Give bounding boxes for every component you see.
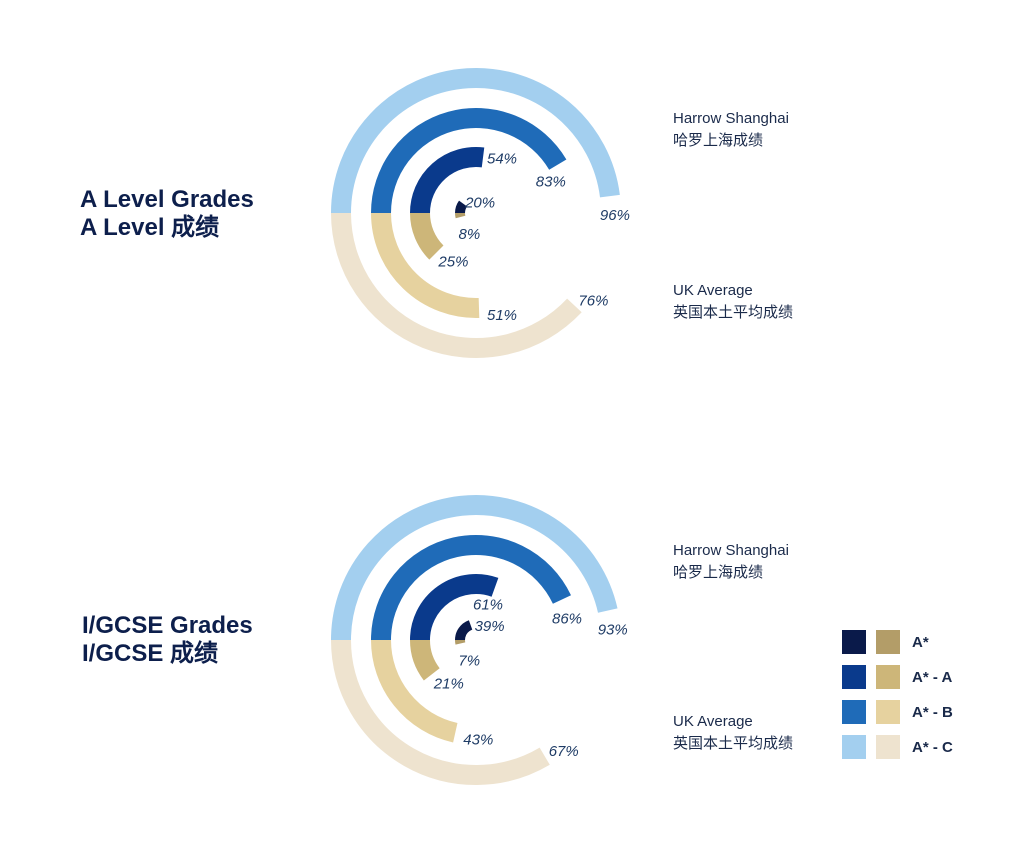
harrow-arc-1 (410, 147, 485, 214)
harrow-value-label: 20% (464, 195, 495, 212)
harrow-value-label: 83% (536, 174, 566, 191)
series-name: UK Average (673, 713, 753, 730)
series-name: Harrow Shanghai (673, 110, 789, 127)
legend-label: A* - A (912, 668, 953, 686)
legend-swatch-harrow (842, 665, 866, 689)
harrow-arc-3 (331, 494, 618, 641)
legend-label: A* - B (912, 703, 953, 721)
series-name: Harrow Shanghai (673, 542, 789, 559)
chart-title-line: A Level Grades (80, 186, 254, 213)
series-label-harrow-alevel: Harrow Shanghai 哈罗上海成绩 (673, 108, 789, 152)
uk-value-label: 25% (437, 254, 468, 271)
harrow-arc-1 (410, 574, 499, 641)
uk-value-label: 51% (487, 307, 517, 324)
harrow-arc-3 (331, 68, 620, 214)
chart-title-alevel: A Level Grades A Level 成绩 (80, 186, 254, 242)
legend-row: A* - A (842, 665, 953, 689)
harrow-value-label: 54% (487, 150, 517, 167)
radial-chart-1: 39% 61% 86% 93% 7% 21% 43% 67% (331, 494, 628, 785)
series-label-uk-igcse: UK Average 英国本土平均成绩 (673, 711, 793, 755)
legend-row: A* - B (842, 700, 953, 724)
series-name: UK Average (673, 282, 753, 299)
series-name-cn: 哈罗上海成绩 (673, 564, 764, 581)
legend-label: A* (912, 633, 929, 651)
series-label-uk-alevel: UK Average 英国本土平均成绩 (673, 280, 793, 324)
uk-value-label: 7% (458, 653, 480, 670)
harrow-value-label: 86% (552, 611, 582, 628)
harrow-value-label: 93% (598, 622, 628, 639)
series-label-harrow-igcse: Harrow Shanghai 哈罗上海成绩 (673, 540, 789, 584)
series-name-cn: 哈罗上海成绩 (673, 132, 764, 149)
chart-title-line: A Level 成绩 (80, 214, 220, 241)
harrow-arc-0 (455, 200, 468, 214)
legend: A* A* - A A* - B A* - C (842, 630, 953, 770)
uk-value-label: 76% (578, 292, 608, 309)
chart-title-line: I/GCSE 成绩 (82, 640, 219, 667)
chart-title-igcse: I/GCSE Grades I/GCSE 成绩 (82, 612, 253, 668)
uk-arc-0 (454, 212, 466, 219)
uk-arc-3 (331, 639, 550, 785)
legend-swatch-uk (876, 630, 900, 654)
uk-arc-3 (331, 212, 582, 358)
radial-chart-0: 20% 54% 83% 96% 8% 25% 51% 76% (331, 68, 630, 358)
chart-title-line: I/GCSE Grades (82, 612, 253, 639)
uk-value-label: 43% (463, 732, 493, 749)
uk-arc-1 (410, 212, 444, 260)
legend-swatch-harrow (842, 700, 866, 724)
series-name-cn: 英国本土平均成绩 (673, 304, 794, 321)
legend-label: A* - C (912, 738, 953, 756)
harrow-arc-2 (371, 535, 572, 641)
legend-row: A* - C (842, 735, 953, 759)
legend-swatch-uk (876, 700, 900, 724)
legend-swatch-harrow (842, 735, 866, 759)
uk-arc-1 (410, 639, 440, 681)
harrow-value-label: 61% (473, 596, 503, 613)
uk-value-label: 8% (459, 226, 481, 243)
uk-value-label: 67% (549, 743, 579, 760)
legend-swatch-uk (876, 735, 900, 759)
uk-value-label: 21% (433, 675, 464, 692)
harrow-value-label: 39% (475, 618, 505, 635)
uk-arc-2 (371, 212, 480, 318)
harrow-arc-2 (371, 108, 567, 214)
legend-swatch-uk (876, 665, 900, 689)
legend-row: A* (842, 630, 953, 654)
legend-swatch-harrow (842, 630, 866, 654)
uk-arc-2 (371, 639, 458, 743)
harrow-value-label: 96% (600, 207, 630, 224)
harrow-arc-0 (455, 620, 473, 641)
series-name-cn: 英国本土平均成绩 (673, 735, 794, 752)
